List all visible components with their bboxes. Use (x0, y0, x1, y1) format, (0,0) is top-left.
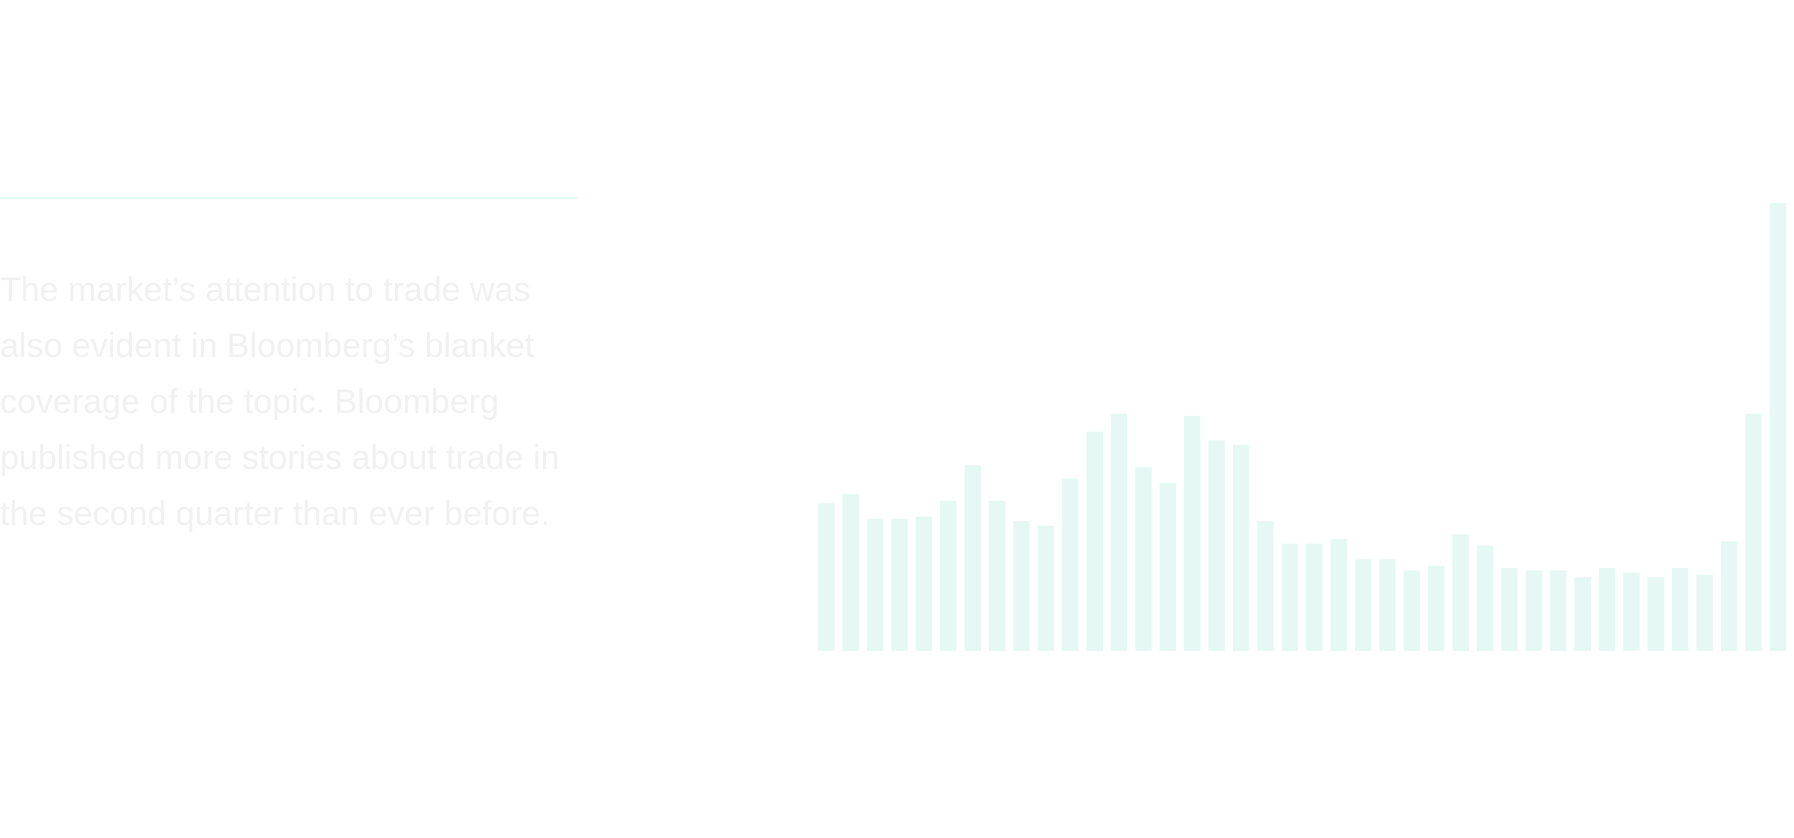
bar-1 (818, 503, 835, 651)
bar-25 (1403, 570, 1421, 651)
bar-30 (1525, 570, 1543, 651)
bar-36 (1672, 568, 1689, 651)
bar-21 (1306, 543, 1323, 651)
bar-24 (1379, 559, 1396, 651)
bar-20 (1281, 543, 1299, 651)
bar-14 (1135, 467, 1152, 651)
bar-15 (1159, 483, 1177, 651)
bar-7 (964, 465, 981, 651)
bar-2 (842, 494, 859, 651)
bar-31 (1550, 570, 1567, 651)
bar-23 (1354, 559, 1372, 651)
bar-8 (988, 500, 1006, 651)
bar-27 (1452, 534, 1469, 651)
bar-26 (1428, 565, 1445, 651)
bar-35 (1647, 577, 1665, 651)
bar-40 (1769, 203, 1787, 651)
bar-17 (1208, 440, 1225, 651)
bar-28 (1476, 545, 1494, 651)
bar-32 (1574, 577, 1591, 651)
bar-4 (891, 518, 908, 651)
bar-10 (1037, 525, 1055, 651)
bar-33 (1598, 568, 1616, 651)
bar-5 (915, 516, 933, 651)
bar-38 (1720, 541, 1738, 651)
bar-39 (1745, 413, 1762, 651)
bar-16 (1184, 415, 1201, 651)
bar-34 (1623, 572, 1640, 651)
bar-37 (1696, 574, 1713, 651)
bar-11 (1062, 478, 1079, 651)
bar-13 (1110, 413, 1128, 651)
body-text: The market’s attention to trade was also… (0, 271, 560, 533)
bar-12 (1086, 431, 1103, 651)
bar-22 (1330, 539, 1347, 651)
bar-6 (940, 500, 957, 651)
bar-9 (1013, 521, 1030, 651)
bar-18 (1232, 444, 1250, 651)
bar-3 (866, 518, 884, 651)
divider-line (0, 197, 578, 199)
bar-29 (1501, 568, 1518, 651)
bar-19 (1257, 521, 1274, 651)
